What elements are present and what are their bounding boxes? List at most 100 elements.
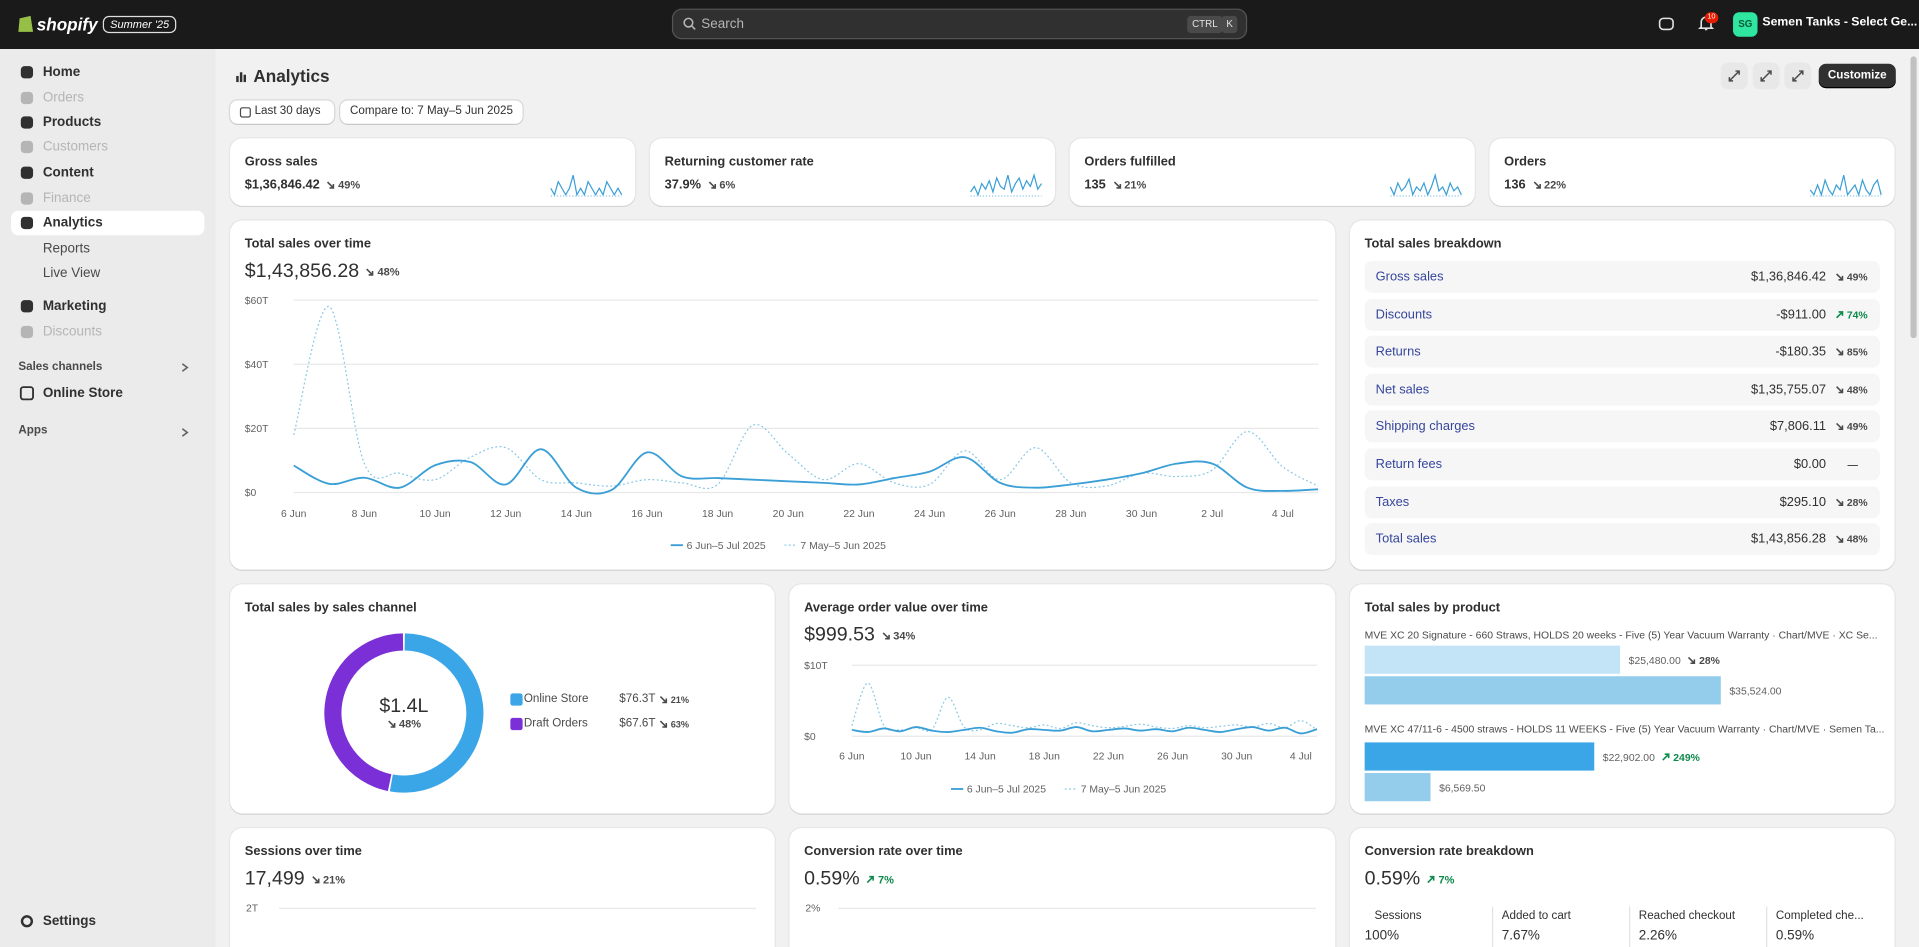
nav-icon bbox=[20, 192, 34, 205]
change-value: 21% bbox=[670, 694, 690, 706]
change-badge: — bbox=[1847, 456, 1857, 473]
arrow-icon bbox=[1533, 181, 1541, 189]
nav-icon bbox=[20, 915, 34, 928]
breakdown-row[interactable] bbox=[1364, 485, 1880, 518]
icon bbox=[20, 166, 34, 179]
breakdown-row[interactable] bbox=[1364, 448, 1880, 481]
button[interactable]: Compare to: 7 May–5 Jun 2025 bbox=[340, 100, 523, 124]
y-tick-label: $0 bbox=[245, 488, 257, 499]
change-value: 6% bbox=[719, 178, 736, 192]
series-line bbox=[851, 682, 1318, 732]
step-label: Completed che... bbox=[1775, 909, 1864, 923]
change-badge: 48% bbox=[1835, 381, 1868, 398]
nav-item[interactable]: Content bbox=[42, 165, 94, 181]
trend-arrow bbox=[867, 875, 875, 884]
nav-item[interactable]: Marketing bbox=[42, 298, 107, 314]
icon bbox=[20, 91, 34, 105]
nav-item[interactable]: Home bbox=[42, 64, 81, 80]
section-label: Sales channels bbox=[18, 360, 103, 374]
row-value: $1,36,846.42 bbox=[1751, 269, 1827, 285]
icon bbox=[243, 74, 247, 83]
row-label: Gross sales bbox=[1375, 269, 1444, 285]
trend-arrow bbox=[1836, 423, 1844, 431]
x-tick-label: 22 Jun bbox=[1093, 752, 1124, 763]
nav-item[interactable]: Customers bbox=[42, 139, 108, 155]
breakdown-row[interactable] bbox=[1364, 523, 1880, 556]
line-chart: $0 $20T $40T $60T 6 Jun 8 Jun 10 Jun 12 Jun 14 J… bbox=[245, 296, 1319, 552]
arrow-icon bbox=[388, 720, 396, 728]
card-title: Average order value over time bbox=[804, 600, 988, 616]
trend-arrow bbox=[388, 720, 396, 728]
x-tick-label: 8 Jun bbox=[352, 509, 378, 520]
search-icon bbox=[683, 17, 696, 30]
trend-arrow bbox=[1533, 181, 1541, 189]
icon bbox=[20, 140, 34, 154]
sparkline-line bbox=[550, 175, 623, 197]
chart-card: Total sales by sales channel Online Store… bbox=[230, 584, 775, 814]
brand: shopify bbox=[36, 14, 98, 35]
card-title: Total sales by sales channel bbox=[244, 600, 417, 616]
kpi-value: 37.9% bbox=[664, 177, 702, 193]
nav-item[interactable]: Reports bbox=[42, 241, 90, 257]
nav-item[interactable]: Analytics bbox=[42, 215, 103, 231]
card-title: Sessions over time bbox=[244, 844, 362, 859]
nav-item[interactable]: Orders bbox=[42, 90, 84, 106]
breakdown-row[interactable] bbox=[1364, 260, 1880, 293]
breakdown-row[interactable] bbox=[1364, 298, 1880, 331]
icon bbox=[1760, 70, 1772, 82]
nav-item[interactable]: Online Store bbox=[42, 385, 123, 401]
nav-item[interactable]: Settings bbox=[42, 913, 96, 929]
row-label: Taxes bbox=[1375, 494, 1410, 510]
breakdown-row[interactable] bbox=[1364, 410, 1880, 443]
x-tick-label: 30 Jun bbox=[1221, 752, 1252, 763]
row-label: Return fees bbox=[1375, 456, 1443, 472]
breakdown-row[interactable] bbox=[1364, 373, 1880, 406]
x-tick-label: 10 Jun bbox=[419, 509, 450, 520]
divider bbox=[1629, 906, 1631, 947]
card-title: Conversion rate over time bbox=[804, 844, 963, 859]
logo bbox=[18, 15, 34, 32]
change-value: 85% bbox=[1846, 345, 1868, 358]
button[interactable]: Last 30 days bbox=[230, 100, 335, 124]
change-value: 49% bbox=[1846, 420, 1868, 433]
icon bbox=[1658, 17, 1674, 31]
sparkline bbox=[1389, 172, 1462, 197]
icon-button[interactable] bbox=[1720, 62, 1748, 90]
nav-item[interactable]: Finance bbox=[42, 191, 91, 206]
arrow-icon bbox=[1836, 310, 1844, 318]
kpi-card: Gross sales $1,36,846.42 49% bbox=[230, 138, 636, 206]
customize-button[interactable]: Customize bbox=[1818, 63, 1896, 89]
change-badge: 21% bbox=[1112, 176, 1146, 193]
divider bbox=[1491, 906, 1494, 947]
legend-value: $76.3T bbox=[619, 692, 656, 706]
step-value: 7.67% bbox=[1501, 928, 1540, 944]
search-box[interactable]: Search CTRL K bbox=[671, 8, 1248, 40]
legend-label: 6 Jun–5 Jul 2025 bbox=[967, 785, 1046, 796]
breakdown-row[interactable] bbox=[1364, 335, 1880, 368]
legend-label: 7 May–5 Jun 2025 bbox=[1081, 785, 1167, 796]
change-badge: 22% bbox=[1532, 176, 1566, 193]
change-value: 48% bbox=[398, 717, 422, 731]
nav-item[interactable]: Discounts bbox=[42, 324, 102, 340]
arrow-icon bbox=[1836, 385, 1844, 394]
change-value: 49% bbox=[338, 178, 361, 192]
arrow-icon bbox=[1836, 498, 1844, 506]
card-title: Total sales over time bbox=[244, 236, 371, 252]
chart-card: Average order value over time $999.53 34% $… bbox=[789, 584, 1336, 814]
change-badge: 249% bbox=[1661, 749, 1700, 766]
trend-arrow bbox=[1836, 273, 1844, 281]
bar bbox=[1364, 773, 1431, 802]
x-tick-label: 18 Jun bbox=[1029, 752, 1060, 763]
arrow-icon bbox=[1113, 181, 1121, 189]
y-tick-label: 2T bbox=[246, 901, 259, 914]
nav-icon bbox=[20, 166, 34, 179]
trend-arrow bbox=[1688, 656, 1696, 665]
chart-card: Total sales by product MVE XC 20 Signatur… bbox=[1349, 584, 1895, 814]
sparkline bbox=[970, 173, 1043, 197]
nav-item[interactable]: Live View bbox=[42, 265, 101, 281]
y-tick-label: $60T bbox=[245, 296, 269, 307]
icon-button[interactable] bbox=[1752, 62, 1780, 90]
icon-button[interactable] bbox=[1784, 62, 1812, 90]
nav-item[interactable]: Products bbox=[42, 115, 102, 130]
